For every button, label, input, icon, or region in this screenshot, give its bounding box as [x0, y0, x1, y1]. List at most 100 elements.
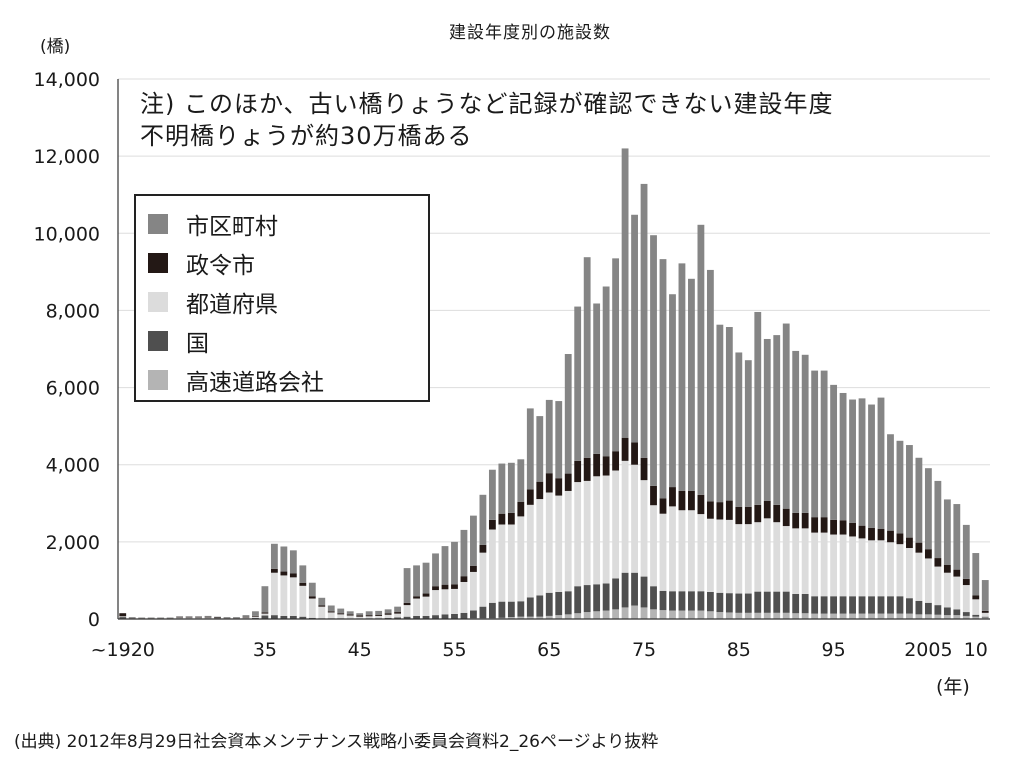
bar-segment: [906, 598, 913, 614]
bar-segment: [583, 480, 591, 586]
bar-segment: [356, 613, 364, 616]
bar-segment: [621, 572, 629, 608]
bar-segment: [526, 597, 534, 617]
bar-segment: [583, 457, 591, 481]
bar-segment: [896, 596, 904, 614]
bar-segment: [517, 616, 525, 619]
bar-segment: [697, 224, 705, 495]
legend-label: 国: [186, 330, 209, 357]
bar-segment: [735, 612, 743, 619]
legend-label: 都道府県: [186, 291, 278, 318]
x-axis-ticks: ~1920 35 45 55 65 75 85 95 2005 10: [91, 639, 988, 661]
bar-segment: [934, 558, 942, 567]
legend-item-designated-city: 政令市: [148, 243, 428, 282]
bar-segment: [498, 524, 506, 602]
bar-segment: [394, 606, 402, 613]
bar-segment: [640, 457, 648, 481]
bar-segment: [574, 482, 582, 587]
bar-segment: [887, 434, 894, 531]
bar-segment: [868, 613, 875, 619]
bar-segment: [697, 494, 705, 515]
bar-segment: [545, 592, 553, 616]
bar-segment: [858, 525, 866, 539]
bar-segment: [375, 610, 383, 615]
bar-segment: [631, 605, 638, 619]
bar-segment: [289, 577, 297, 616]
bar-segment: [498, 513, 506, 525]
bar-segment: [782, 323, 790, 509]
bar-segment: [868, 540, 875, 597]
bar-segment: [593, 303, 601, 454]
bar-segment: [356, 616, 364, 619]
bar-segment: [119, 616, 127, 618]
bar-segment: [413, 596, 420, 599]
bar-segment: [545, 399, 553, 474]
bar-segment: [763, 338, 771, 501]
bar-segment: [801, 593, 809, 614]
bar-segment: [242, 615, 250, 617]
bar-segment: [735, 506, 743, 525]
bar-segment: [365, 611, 373, 616]
bar-segment: [659, 513, 667, 591]
bar-segment: [887, 596, 894, 614]
bar-segment: [896, 544, 904, 597]
bar-segment: [943, 565, 951, 573]
bar-segment: [536, 616, 544, 619]
bar-segment: [716, 519, 724, 593]
bar-segment: [640, 576, 648, 608]
bar-segment: [659, 498, 667, 514]
bar-segment: [214, 616, 221, 618]
bar-segment: [915, 542, 923, 553]
bar-segment: [830, 613, 838, 619]
bar-segment: [318, 597, 326, 606]
bar-segment: [261, 613, 269, 616]
bar-segment: [924, 468, 932, 550]
bar-segment: [479, 544, 487, 553]
bar-segment: [877, 596, 885, 614]
bar-segment: [716, 612, 724, 619]
bar-segment: [953, 576, 961, 610]
bar-segment: [953, 609, 961, 616]
bar-segment: [384, 609, 392, 614]
legend-item-national: 国: [148, 321, 428, 360]
bar-segment: [849, 613, 856, 619]
bar-segment: [280, 571, 288, 576]
bar-segment: [403, 602, 411, 606]
bar-segment: [849, 522, 856, 537]
bar-segment: [289, 615, 297, 619]
bar-segment: [943, 615, 951, 619]
stacked-bars: [119, 148, 989, 619]
bar-segment: [706, 269, 714, 502]
bar-segment: [820, 613, 828, 619]
bar-segment: [744, 360, 752, 507]
y-tick-label: 12,000: [34, 146, 100, 168]
bar-segment: [394, 612, 402, 614]
bar-segment: [337, 613, 345, 615]
bar-segment: [583, 612, 591, 619]
bar-segment: [773, 335, 781, 505]
y-tick-label: 0: [88, 609, 100, 631]
bar-segment: [574, 306, 582, 461]
bar-segment: [270, 568, 278, 573]
bar-segment: [659, 259, 667, 499]
bar-segment: [451, 588, 458, 614]
bar-segment: [725, 593, 733, 613]
bar-segment: [223, 617, 231, 618]
bar-segment: [289, 550, 297, 574]
bar-segment: [868, 596, 875, 614]
bar-segment: [507, 617, 515, 619]
bar-segment: [280, 575, 288, 616]
bar-segment: [526, 504, 534, 598]
bar-segment: [631, 572, 638, 606]
bar-segment: [270, 572, 278, 616]
bar-segment: [308, 598, 316, 618]
bar-segment: [375, 614, 383, 616]
bar-segment: [204, 617, 212, 619]
bar-segment: [906, 613, 913, 619]
bar-segment: [574, 586, 582, 614]
bar-segment: [470, 565, 477, 572]
bar-segment: [488, 519, 496, 530]
x-tick-label: 95: [822, 639, 846, 661]
bar-segment: [507, 601, 515, 618]
